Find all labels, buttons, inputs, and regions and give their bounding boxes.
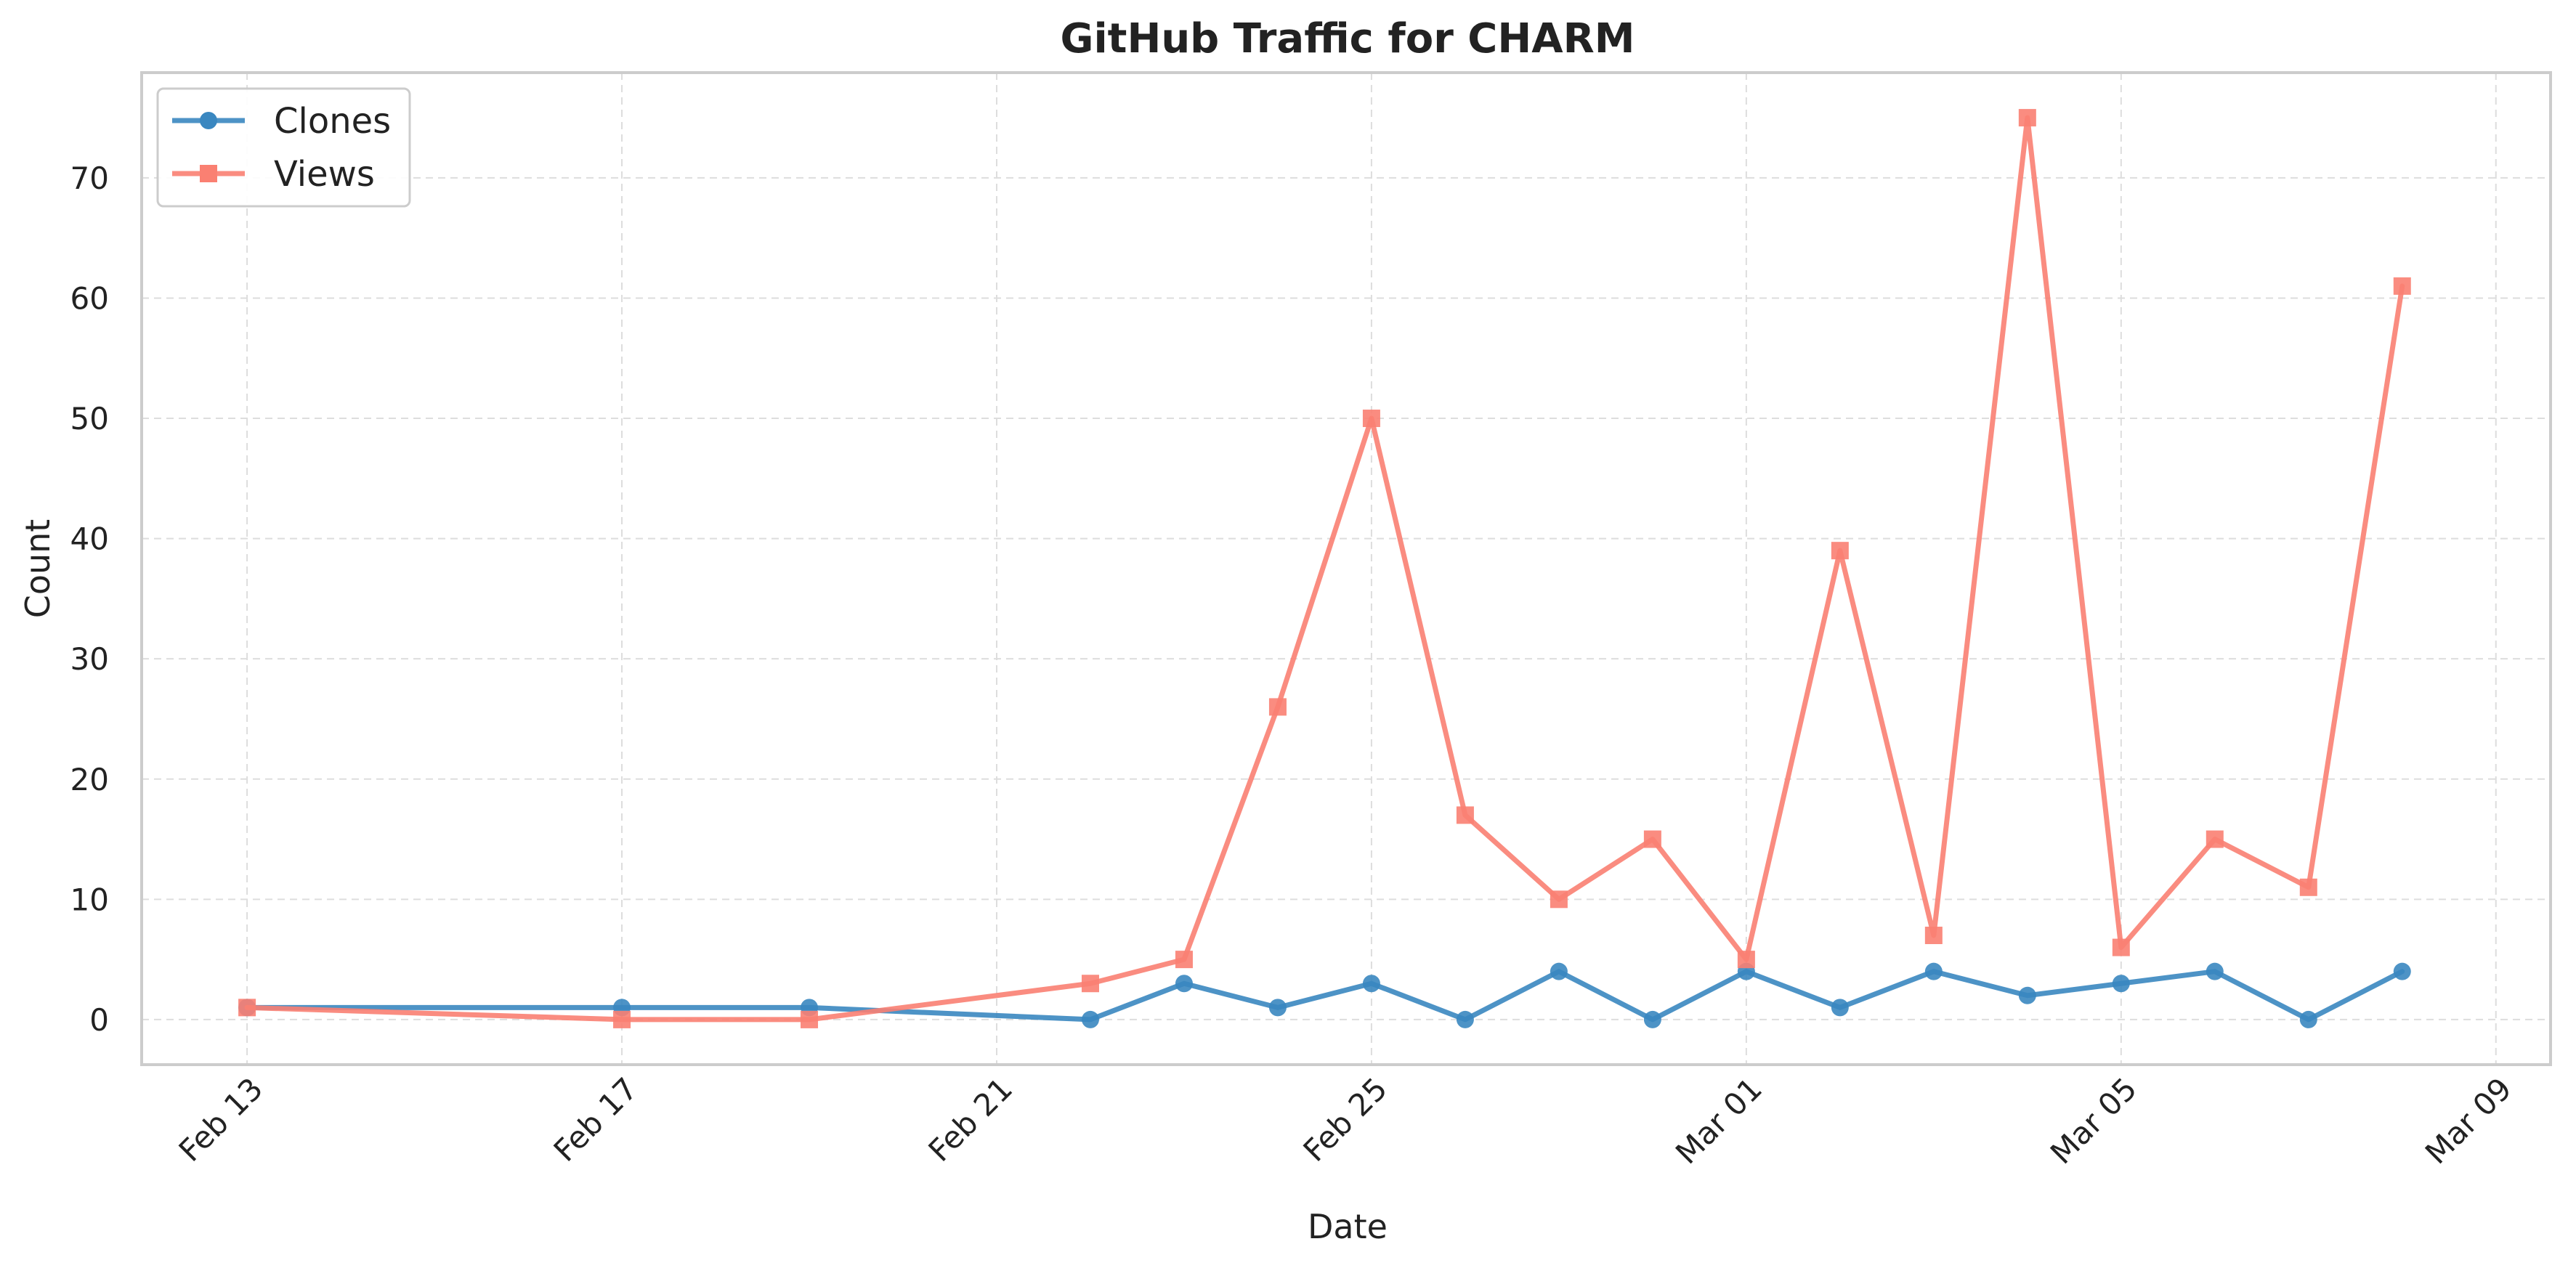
series-line-clones bbox=[244, 969, 2405, 1023]
series-layer bbox=[238, 109, 2411, 1028]
x-tick-label: Mar 01 bbox=[1669, 1070, 1769, 1171]
legend-entries: Clones Views bbox=[172, 101, 391, 195]
x-axis-label: Date bbox=[1308, 1207, 1388, 1246]
data-point-clones bbox=[1456, 1010, 1474, 1028]
data-point-views bbox=[1268, 698, 1287, 716]
y-tick-label: 0 bbox=[89, 1002, 109, 1038]
y-tick-label: 10 bbox=[70, 882, 109, 917]
legend-marker-views bbox=[200, 165, 217, 182]
data-point-clones bbox=[2018, 986, 2036, 1004]
series-line-views bbox=[244, 115, 2405, 1023]
data-point-views bbox=[613, 1010, 631, 1028]
y-tick-label: 30 bbox=[70, 641, 109, 677]
data-point-views bbox=[2206, 830, 2224, 848]
data-point-clones bbox=[2112, 975, 2130, 993]
data-point-views bbox=[2299, 878, 2317, 896]
data-point-views bbox=[1081, 975, 1099, 993]
y-tick-label: 60 bbox=[70, 280, 109, 316]
data-point-views bbox=[1924, 927, 1943, 945]
data-point-views bbox=[801, 1010, 819, 1028]
data-point-views bbox=[1831, 542, 1849, 560]
y-tick-label: 70 bbox=[70, 160, 109, 196]
data-point-views bbox=[2018, 109, 2036, 127]
x-tick-label: Mar 09 bbox=[2418, 1070, 2519, 1171]
data-point-clones bbox=[1175, 975, 1193, 993]
plot-frame bbox=[140, 71, 2552, 1066]
series-views bbox=[238, 109, 2411, 1028]
y-axis-label: Count bbox=[18, 519, 57, 619]
data-point-views bbox=[2393, 277, 2411, 295]
legend-label-views: Views bbox=[274, 154, 375, 195]
x-tick-label: Feb 25 bbox=[1297, 1070, 1394, 1168]
chart-title: GitHub Traffic for CHARM bbox=[1061, 15, 1635, 62]
data-point-clones bbox=[2299, 1010, 2317, 1028]
data-point-clones bbox=[1831, 999, 1849, 1017]
data-point-views bbox=[1362, 410, 1380, 428]
legend-marker-clones bbox=[200, 112, 217, 129]
data-point-clones bbox=[2393, 962, 2411, 980]
y-tick-label: 20 bbox=[70, 762, 109, 797]
data-point-views bbox=[2112, 938, 2130, 956]
data-point-views bbox=[1737, 951, 1755, 969]
data-point-clones bbox=[1550, 962, 1568, 980]
x-tick-label: Mar 05 bbox=[2044, 1070, 2144, 1171]
x-tick-label: Feb 17 bbox=[547, 1070, 644, 1168]
legend-label-clones: Clones bbox=[274, 101, 391, 142]
data-point-clones bbox=[1924, 962, 1943, 980]
data-point-views bbox=[1643, 830, 1661, 848]
data-point-clones bbox=[1362, 975, 1380, 993]
x-tick-labels: Feb 13 Feb 17 Feb 21 Feb 25 Mar 01 Mar 05 Mar … bbox=[172, 1070, 2519, 1171]
data-point-views bbox=[1456, 806, 1474, 824]
data-point-clones bbox=[2206, 962, 2224, 980]
data-point-clones bbox=[1081, 1010, 1099, 1028]
legend: Clones Views bbox=[156, 87, 411, 208]
y-tick-label: 40 bbox=[70, 521, 109, 557]
y-tick-labels: 0 10 20 30 40 50 60 70 bbox=[70, 160, 109, 1038]
data-point-clones bbox=[1268, 999, 1287, 1017]
data-point-clones bbox=[1643, 1010, 1661, 1028]
data-point-views bbox=[238, 999, 256, 1017]
x-tick-label: Feb 21 bbox=[922, 1070, 1019, 1168]
data-point-views bbox=[1175, 951, 1193, 969]
grid bbox=[142, 73, 2551, 1065]
y-tick-label: 50 bbox=[70, 401, 109, 436]
x-tick-label: Feb 13 bbox=[172, 1070, 270, 1168]
data-point-views bbox=[1550, 890, 1568, 909]
